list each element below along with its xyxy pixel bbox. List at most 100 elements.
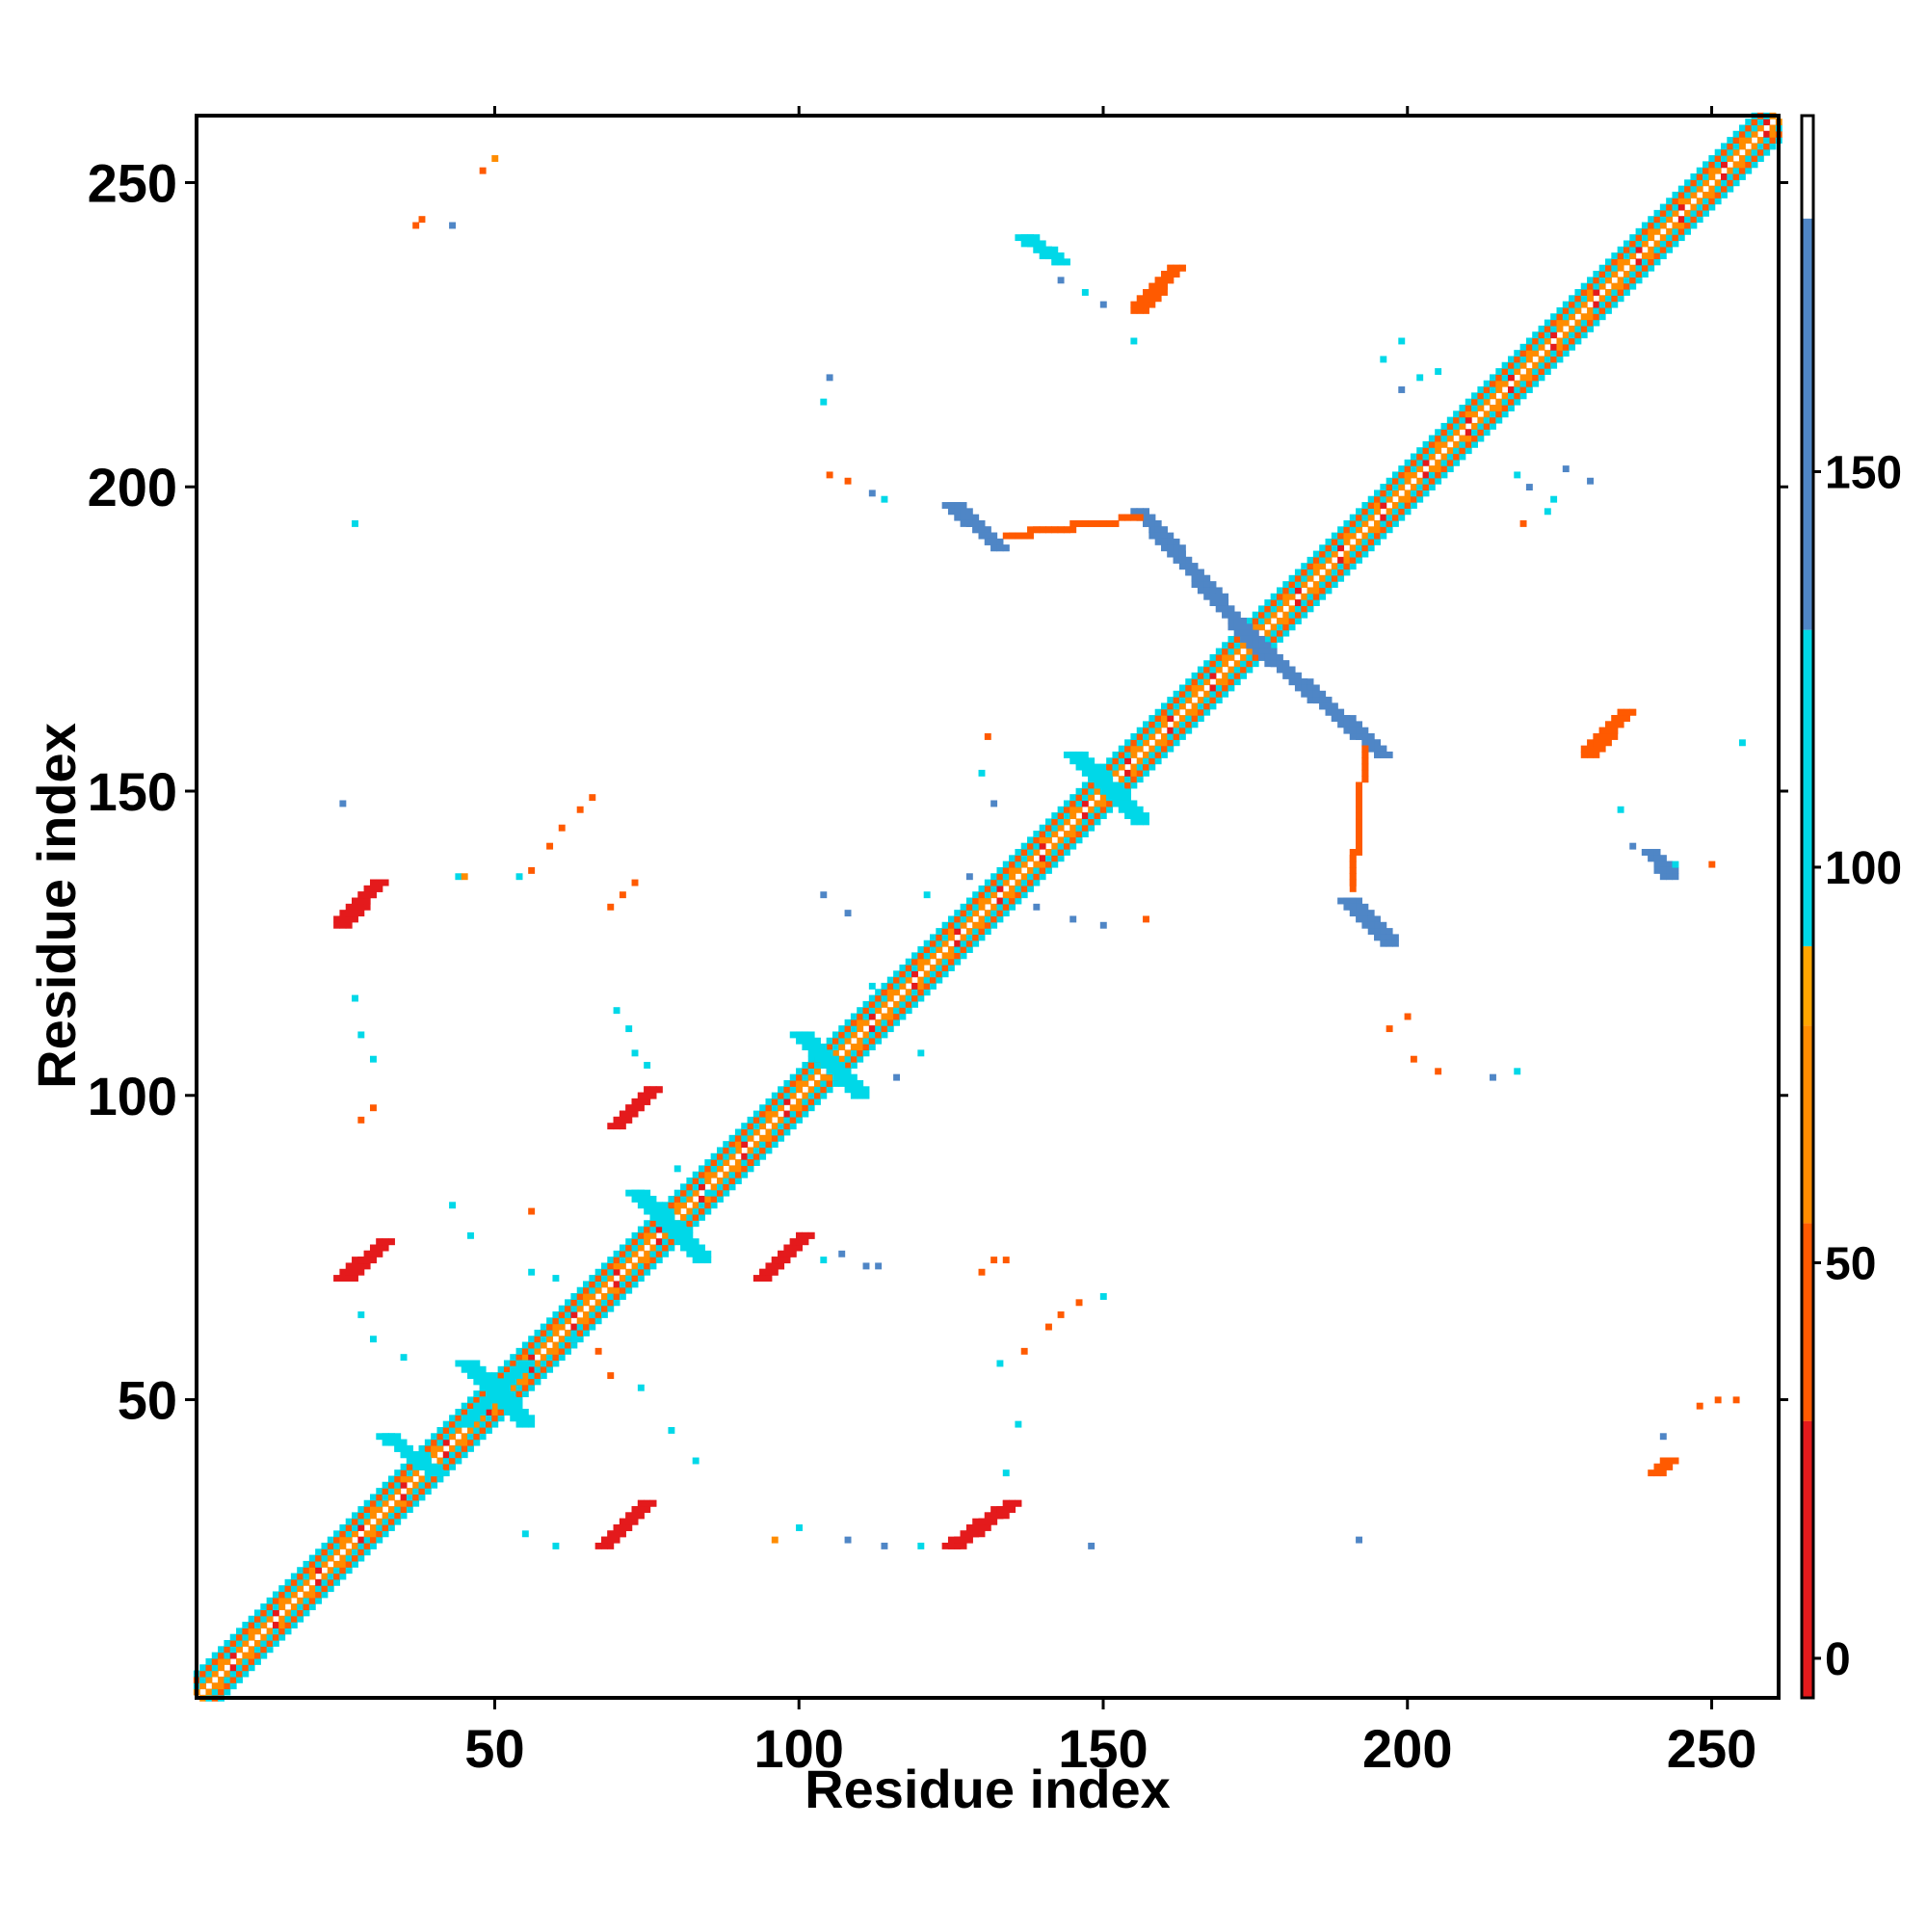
- diagonal-band-cell: [357, 1554, 365, 1562]
- diagonal-band-cell: [449, 1463, 457, 1470]
- diagonal-band-cell: [1501, 361, 1509, 369]
- diagonal-band-cell: [716, 1189, 724, 1197]
- diagonal-band-cell: [1252, 618, 1259, 624]
- diagonal-band-cell: [1270, 593, 1278, 600]
- diagonal-band-cell: [1106, 769, 1114, 777]
- contact-segment-cell: [862, 1086, 870, 1094]
- diagonal-band-cell: [1587, 282, 1594, 290]
- diagonal-band-cell: [1222, 648, 1229, 655]
- diagonal-band-cell: [911, 982, 918, 990]
- diagonal-band-cell: [1672, 191, 1679, 198]
- diagonal-band-cell: [1751, 155, 1758, 162]
- diagonal-band-cell: [1677, 191, 1685, 198]
- contact-point: [528, 1207, 536, 1215]
- diagonal-band-cell: [1240, 672, 1248, 679]
- contact-segment-cell: [1124, 514, 1132, 521]
- diagonal-band-cell: [1124, 787, 1132, 795]
- diagonal-band-cell: [613, 1286, 620, 1294]
- diagonal-band-cell: [1648, 264, 1655, 272]
- diagonal-band-cell: [692, 1183, 700, 1191]
- diagonal-band-cell: [1756, 143, 1764, 150]
- diagonal-band-cell: [1677, 198, 1685, 205]
- diagonal-band-cell: [752, 1116, 760, 1124]
- contact-segment-cell: [1337, 715, 1345, 722]
- contact-segment-cell: [1380, 928, 1387, 936]
- diagonal-band-cell: [352, 1554, 358, 1562]
- diagonal-band-cell: [1598, 313, 1606, 321]
- diagonal-band-cell: [1124, 745, 1132, 753]
- diagonal-band-cell: [1094, 800, 1101, 807]
- diagonal-band-cell: [680, 1202, 687, 1209]
- diagonal-band-cell: [442, 1420, 450, 1428]
- contact-segment-cell: [1130, 508, 1138, 516]
- diagonal-band-cell: [1738, 161, 1746, 169]
- diagonal-band-cell: [1386, 508, 1393, 516]
- contact-segment-cell: [376, 1250, 383, 1257]
- diagonal-band-cell: [1361, 538, 1369, 545]
- diagonal-band-cell: [1240, 666, 1248, 674]
- diagonal-band-cell: [619, 1275, 626, 1282]
- diagonal-band-cell: [686, 1220, 694, 1228]
- diagonal-band-cell: [260, 1646, 268, 1654]
- contact-point: [369, 1055, 377, 1063]
- diagonal-band-cell: [923, 958, 931, 966]
- diagonal-band-cell: [947, 946, 955, 953]
- contact-point: [637, 1384, 645, 1391]
- diagonal-band-cell: [1398, 471, 1406, 479]
- diagonal-band-cell: [1435, 447, 1442, 455]
- diagonal-band-cell: [1276, 599, 1283, 606]
- contact-segment-cell: [796, 1031, 803, 1039]
- diagonal-band-cell: [1525, 380, 1533, 387]
- diagonal-band-cell: [1738, 173, 1746, 180]
- diagonal-band-cell: [1507, 398, 1515, 406]
- contact-segment-cell: [1124, 800, 1132, 807]
- contact-segment-cell: [1057, 526, 1065, 534]
- contact-segment-cell: [1648, 849, 1655, 856]
- diagonal-band-cell: [284, 1578, 292, 1586]
- contact-point: [1386, 1025, 1393, 1033]
- diagonal-band-cell: [1659, 252, 1667, 260]
- diagonal-band-cell: [1593, 288, 1600, 296]
- contact-segment-cell: [607, 1530, 615, 1538]
- contact-segment-cell: [1136, 301, 1144, 308]
- contact-point: [673, 1165, 681, 1173]
- contact-segment-cell: [814, 1037, 821, 1045]
- diagonal-band-cell: [1343, 532, 1351, 540]
- contact-segment-cell: [424, 1457, 432, 1465]
- diagonal-band-cell: [394, 1512, 402, 1520]
- diagonal-band-cell: [1696, 216, 1703, 224]
- diagonal-band-cell: [272, 1591, 279, 1599]
- contact-segment-cell: [1356, 721, 1362, 728]
- contact-segment-cell: [1587, 739, 1594, 747]
- diagonal-band-cell: [473, 1433, 481, 1441]
- diagonal-band-cell: [1623, 282, 1630, 290]
- contact-point: [1398, 337, 1406, 345]
- diagonal-band-cell: [1391, 477, 1399, 485]
- diagonal-band-cell: [984, 921, 991, 929]
- diagonal-band-cell: [266, 1615, 274, 1623]
- diagonal-band-cell: [1264, 611, 1272, 619]
- contact-segment-cell: [947, 1536, 955, 1544]
- diagonal-band-cell: [363, 1536, 371, 1544]
- diagonal-band-cell: [382, 1488, 389, 1495]
- diagonal-band-cell: [644, 1238, 651, 1246]
- diagonal-band-cell: [1672, 203, 1679, 211]
- diagonal-band-cell: [1648, 234, 1655, 242]
- diagonal-band-cell: [1282, 618, 1290, 624]
- diagonal-band-cell: [1136, 763, 1144, 771]
- diagonal-band-cell: [242, 1640, 250, 1647]
- diagonal-band-cell: [1015, 897, 1022, 905]
- contact-segment-cell: [783, 1257, 791, 1264]
- diagonal-band-cell: [205, 1664, 213, 1672]
- contact-point: [965, 873, 973, 881]
- diagonal-band-cell: [1033, 866, 1041, 874]
- diagonal-band-cell: [515, 1384, 523, 1391]
- contact-segment-cell: [1167, 544, 1175, 552]
- diagonal-band-cell: [1629, 277, 1637, 284]
- contact-segment-cell: [369, 1244, 377, 1252]
- diagonal-band-cell: [1301, 593, 1308, 600]
- diagonal-band-cell: [1294, 618, 1302, 624]
- diagonal-band-cell: [886, 1019, 894, 1026]
- diagonal-band-cell: [1178, 684, 1186, 692]
